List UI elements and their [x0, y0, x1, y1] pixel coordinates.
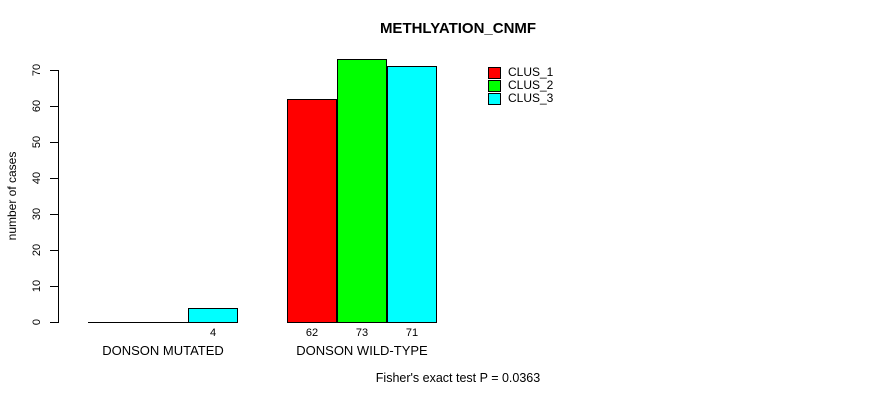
legend-swatch-icon — [488, 66, 501, 79]
legend: CLUS_1 CLUS_2 CLUS_3 — [488, 66, 553, 105]
legend-label: CLUS_1 — [508, 65, 554, 79]
bar-value-label: 4 — [209, 327, 217, 339]
y-tick — [50, 286, 58, 287]
legend-swatch-icon — [488, 79, 501, 92]
legend-item: CLUS_2 — [488, 79, 553, 92]
bar — [337, 59, 387, 323]
bar — [188, 307, 238, 323]
y-tick-label: 10 — [31, 279, 43, 293]
y-tick — [50, 250, 58, 251]
footnote-pvalue: Fisher's exact test P = 0.0363 — [375, 371, 541, 385]
chart-title: METHLYATION_CNMF — [379, 20, 537, 37]
y-tick-label: 50 — [31, 135, 43, 149]
bar — [387, 66, 437, 323]
legend-item: CLUS_1 — [488, 66, 553, 79]
y-tick-label: 20 — [31, 243, 43, 257]
bar — [287, 98, 337, 323]
y-tick-label: 40 — [31, 171, 43, 185]
legend-swatch-icon — [488, 92, 501, 105]
y-tick — [50, 322, 58, 323]
y-axis-line — [58, 70, 59, 323]
x-category-label: DONSON MUTATED — [102, 343, 224, 358]
legend-label: CLUS_2 — [508, 78, 554, 92]
y-tick-label: 30 — [31, 207, 43, 221]
y-tick-label: 60 — [31, 99, 43, 113]
y-tick — [50, 106, 58, 107]
y-tick-label: 0 — [31, 318, 43, 326]
y-tick — [50, 70, 58, 71]
legend-label: CLUS_3 — [508, 91, 554, 105]
x-category-label: DONSON WILD-TYPE — [296, 343, 428, 358]
legend-item: CLUS_3 — [488, 92, 553, 105]
bar-value-label: 71 — [405, 327, 419, 339]
y-tick-label: 70 — [31, 63, 43, 77]
bar-zero-line — [138, 322, 189, 323]
y-axis-label: number of cases — [5, 151, 19, 241]
bar-zero-line — [88, 322, 139, 323]
y-tick — [50, 142, 58, 143]
bar-value-label: 62 — [305, 327, 319, 339]
y-tick — [50, 178, 58, 179]
y-tick — [50, 214, 58, 215]
bar-value-label: 73 — [355, 327, 369, 339]
